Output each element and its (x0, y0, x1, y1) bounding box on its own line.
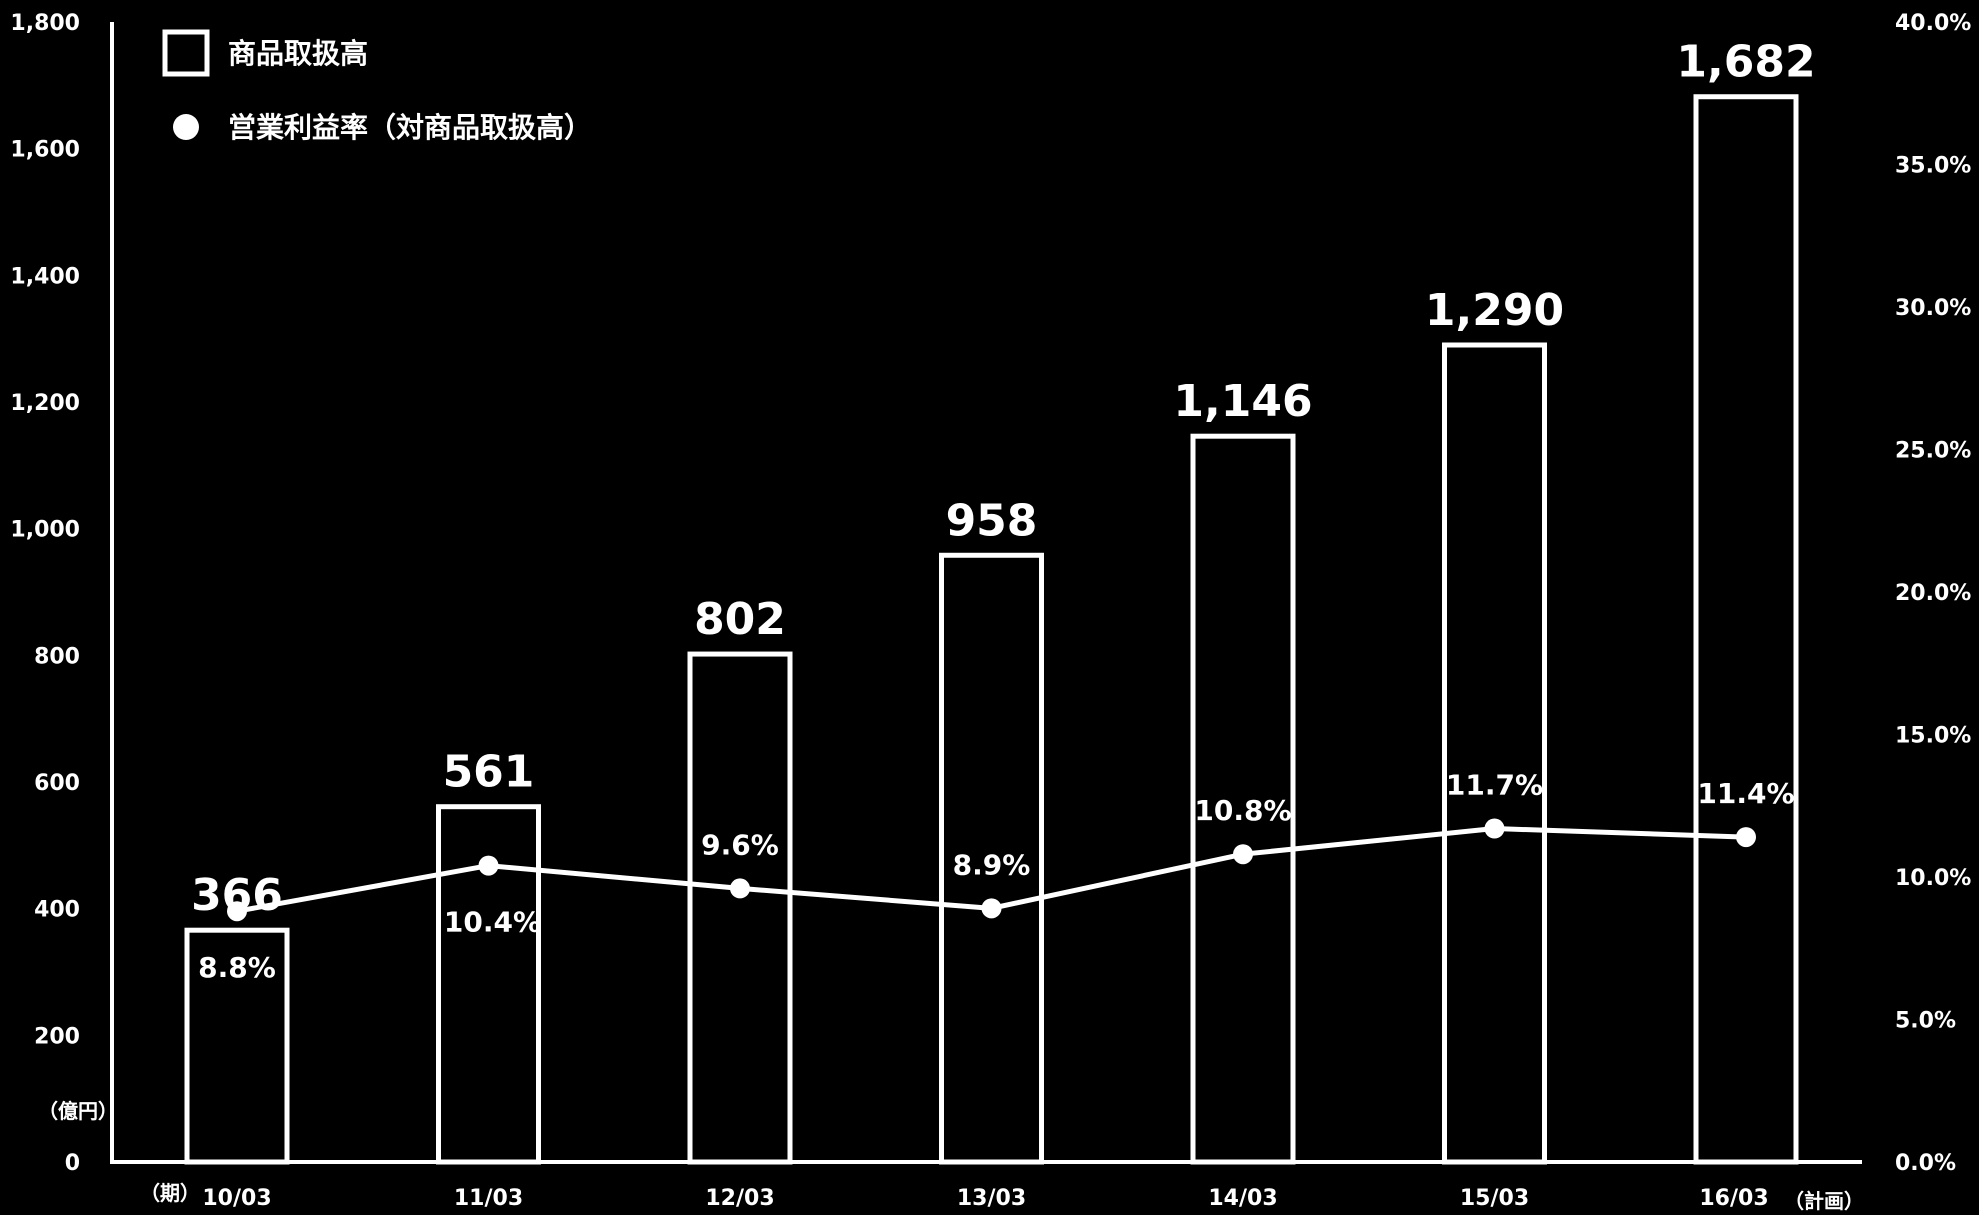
left-tick-label: 1,600 (10, 138, 80, 163)
right-axis: 0.0% 5.0% 10.0% 15.0% 20.0% 25.0% 30.0% 35.0% 40… (1895, 11, 1971, 1176)
left-tick-label: 1,400 (10, 264, 80, 289)
rate-series: 8.8% 10.4% 9.6% 8.9% 10.8% 11.7% 11.4% (198, 769, 1794, 985)
x-tick-label: 16/03 (1699, 1186, 1768, 1211)
left-tick-label: 600 (34, 771, 80, 796)
x-tick-label: 10/03 (202, 1186, 271, 1211)
left-tick-label: 800 (34, 644, 80, 669)
rate-point (730, 878, 750, 899)
x-tick-suffix: （計画） (1784, 1189, 1864, 1213)
right-tick-label: 25.0% (1895, 439, 1971, 464)
bar-value-label: 1,290 (1425, 285, 1564, 336)
legend-bar-label: 商品取扱高 (228, 37, 368, 70)
left-tick-label: 200 (34, 1024, 80, 1049)
rate-value-label: 10.4% (444, 906, 541, 939)
x-tick-label: 13/03 (957, 1186, 1026, 1211)
right-tick-label: 0.0% (1895, 1151, 1956, 1176)
right-tick-label: 10.0% (1895, 866, 1971, 891)
rate-point (1233, 844, 1253, 865)
right-tick-label: 30.0% (1895, 296, 1971, 321)
left-axis-unit: （億円） (38, 1099, 118, 1123)
x-tick-label: 15/03 (1460, 1186, 1529, 1211)
x-axis-unit: （期） (140, 1181, 200, 1205)
left-tick-label: 0 (65, 1151, 80, 1176)
left-tick-label: 400 (34, 898, 80, 923)
right-tick-label: 35.0% (1895, 154, 1971, 179)
legend-rate-marker (173, 114, 199, 140)
rate-value-label: 8.9% (953, 848, 1031, 881)
x-tick-label: 12/03 (705, 1186, 774, 1211)
bar-value-label: 802 (694, 594, 786, 645)
right-tick-label: 40.0% (1895, 11, 1971, 36)
rate-point (981, 898, 1002, 919)
bar (1693, 94, 1799, 1165)
bar-value-label: 1,682 (1676, 37, 1815, 88)
rate-value-label: 11.4% (1697, 777, 1794, 810)
rate-point (227, 901, 247, 922)
rate-value-label: 10.8% (1194, 794, 1291, 827)
left-tick-label: 1,200 (10, 391, 80, 416)
rate-point (478, 855, 499, 876)
bar (1190, 433, 1296, 1165)
bar (687, 651, 793, 1165)
bar (939, 552, 1044, 1165)
rate-value-label: 9.6% (701, 828, 779, 861)
legend: 商品取扱高 営業利益率（対商品取扱高） (162, 29, 592, 144)
legend-bar-swatch (162, 29, 210, 77)
x-axis: 10/03 11/03 12/03 13/03 14/03 15/03 16/03 （計画） (110, 1160, 1864, 1213)
bar (436, 804, 541, 1165)
bar-value-label: 1,146 (1173, 376, 1312, 427)
right-tick-label: 5.0% (1895, 1009, 1956, 1034)
legend-rate-label: 営業利益率（対商品取扱高） (228, 111, 592, 144)
bar-value-label: 958 (946, 495, 1038, 546)
rate-value-label: 11.7% (1446, 769, 1543, 802)
x-tick-label: 14/03 (1208, 1186, 1277, 1211)
rate-point (1484, 818, 1505, 839)
rate-point (1736, 827, 1756, 848)
rate-value-label: 8.8% (198, 951, 276, 984)
x-tick-label: 11/03 (454, 1186, 523, 1211)
bar (184, 927, 290, 1165)
left-axis: 0 200 400 600 800 1,000 1,200 1,400 1,600 1,800 (10, 11, 114, 1176)
left-tick-label: 1,000 (10, 518, 80, 543)
right-tick-label: 20.0% (1895, 581, 1971, 606)
left-tick-label: 1,800 (10, 11, 80, 36)
right-tick-label: 15.0% (1895, 724, 1971, 749)
bar-value-label: 561 (443, 747, 535, 798)
bar (1442, 342, 1547, 1165)
